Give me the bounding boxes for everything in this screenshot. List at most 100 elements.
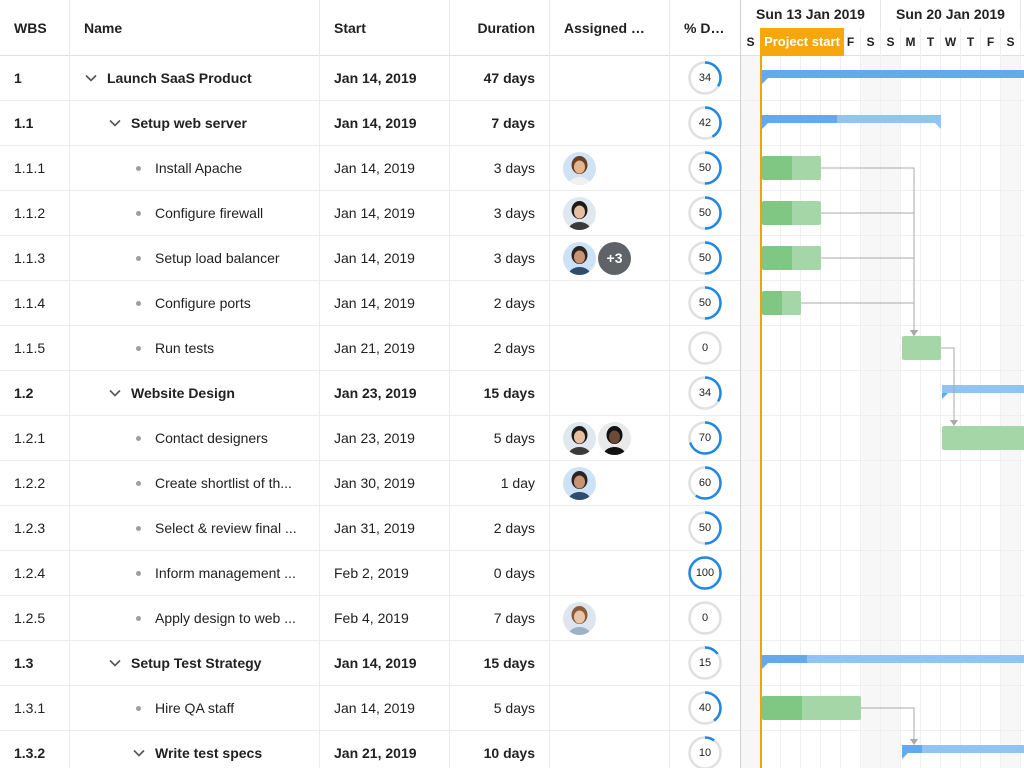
name-cell[interactable]: Hire QA staff xyxy=(70,686,320,730)
resources-cell[interactable] xyxy=(550,551,670,595)
table-row[interactable]: 1.2.2 Create shortlist of th... Jan 30, 20… xyxy=(0,461,740,506)
resources-cell[interactable] xyxy=(550,731,670,768)
table-row[interactable]: 1.2.4 Inform management ... Feb 2, 2019 0 d… xyxy=(0,551,740,596)
column-header-resources[interactable]: Assigned Re... xyxy=(550,0,670,56)
table-row[interactable]: 1.1 Setup web server Jan 14, 2019 7 days 42 xyxy=(0,101,740,146)
resources-cell[interactable] xyxy=(550,596,670,640)
summary-bar[interactable] xyxy=(942,385,1024,399)
chevron-down-icon[interactable] xyxy=(108,116,122,130)
table-row[interactable]: 1.2 Website Design Jan 23, 2019 15 days 34 xyxy=(0,371,740,416)
table-row[interactable]: 1.2.1 Contact designers Jan 23, 2019 5 days… xyxy=(0,416,740,461)
name-cell[interactable]: Select & review final ... xyxy=(70,506,320,550)
name-cell[interactable]: Launch SaaS Product xyxy=(70,56,320,100)
column-header-wbs[interactable]: WBS xyxy=(0,0,70,56)
name-cell[interactable]: Write test specs xyxy=(70,731,320,768)
avatar[interactable] xyxy=(563,422,596,455)
table-row[interactable]: 1.1.1 Install Apache Jan 14, 2019 3 days 50 xyxy=(0,146,740,191)
name-cell[interactable]: Contact designers xyxy=(70,416,320,460)
week-header: Sun 13 Jan 2019 xyxy=(741,0,881,28)
bullet-icon xyxy=(136,571,141,576)
name-cell[interactable]: Configure ports xyxy=(70,281,320,325)
resources-cell[interactable]: +3 xyxy=(550,236,670,280)
task-bar[interactable] xyxy=(902,336,941,360)
task-name: Hire QA staff xyxy=(155,700,235,716)
resources-cell[interactable] xyxy=(550,281,670,325)
resources-cell[interactable] xyxy=(550,416,670,460)
table-row[interactable]: 1.1.3 Setup load balancer Jan 14, 2019 3 da… xyxy=(0,236,740,281)
table-row[interactable]: 1.3.1 Hire QA staff Jan 14, 2019 5 days 40 xyxy=(0,686,740,731)
name-cell[interactable]: Setup load balancer xyxy=(70,236,320,280)
table-row[interactable]: 1.3.2 Write test specs Jan 21, 2019 10 days… xyxy=(0,731,740,768)
name-cell[interactable]: Create shortlist of th... xyxy=(70,461,320,505)
chevron-down-icon[interactable] xyxy=(108,386,122,400)
task-bar[interactable] xyxy=(942,426,1024,450)
dependency-line[interactable] xyxy=(821,212,915,331)
resources-cell[interactable] xyxy=(550,641,670,685)
avatar[interactable] xyxy=(563,467,596,500)
grid-splitter[interactable] xyxy=(740,0,741,768)
table-row[interactable]: 1.1.5 Run tests Jan 21, 2019 2 days 0 xyxy=(0,326,740,371)
more-resources-badge[interactable]: +3 xyxy=(598,242,631,275)
task-name: Setup Test Strategy xyxy=(131,655,262,671)
resources-cell[interactable] xyxy=(550,56,670,100)
dependency-line[interactable] xyxy=(821,167,915,331)
project-start-line xyxy=(760,28,762,768)
summary-bar[interactable] xyxy=(762,655,1024,669)
name-cell[interactable]: Run tests xyxy=(70,326,320,370)
chevron-down-icon[interactable] xyxy=(84,71,98,85)
table-row[interactable]: 1.1.2 Configure firewall Jan 14, 2019 3 day… xyxy=(0,191,740,236)
task-name: Website Design xyxy=(131,385,235,401)
progress-ring: 70 xyxy=(688,421,722,455)
resources-cell[interactable] xyxy=(550,371,670,415)
table-row[interactable]: 1.3 Setup Test Strategy Jan 14, 2019 15 day… xyxy=(0,641,740,686)
progress-ring-label: 15 xyxy=(698,657,712,669)
name-cell[interactable]: Setup web server xyxy=(70,101,320,145)
column-header-percent-done[interactable]: % Do... xyxy=(684,20,731,36)
resources-cell[interactable] xyxy=(550,191,670,235)
avatar[interactable] xyxy=(563,242,596,275)
resources-cell[interactable] xyxy=(550,686,670,730)
name-cell[interactable]: Inform management ... xyxy=(70,551,320,595)
name-cell[interactable]: Install Apache xyxy=(70,146,320,190)
resources-cell[interactable] xyxy=(550,101,670,145)
task-bar[interactable] xyxy=(762,201,821,225)
task-bar[interactable] xyxy=(762,246,821,270)
name-cell[interactable]: Setup Test Strategy xyxy=(70,641,320,685)
dependency-line[interactable] xyxy=(941,347,955,421)
table-row[interactable]: 1.2.3 Select & review final ... Jan 31, 20… xyxy=(0,506,740,551)
resources-cell[interactable] xyxy=(550,326,670,370)
avatar[interactable] xyxy=(563,602,596,635)
table-row[interactable]: 1.2.5 Apply design to web ... Feb 4, 2019 7… xyxy=(0,596,740,641)
duration-cell: 3 days xyxy=(450,146,550,190)
dependency-line[interactable] xyxy=(821,257,915,331)
column-header-start[interactable]: Start xyxy=(320,0,450,56)
summary-bar-cap xyxy=(762,663,768,669)
task-bar[interactable] xyxy=(762,291,801,315)
progress-ring: 0 xyxy=(688,331,722,365)
chevron-down-icon[interactable] xyxy=(132,746,146,760)
dependency-line[interactable] xyxy=(801,302,915,331)
resources-cell[interactable] xyxy=(550,146,670,190)
chevron-down-icon[interactable] xyxy=(108,656,122,670)
summary-bar[interactable] xyxy=(762,70,1024,84)
summary-bar[interactable] xyxy=(902,745,1024,759)
summary-bar[interactable] xyxy=(762,115,941,129)
dependency-line[interactable] xyxy=(861,707,915,740)
task-bar-progress xyxy=(762,696,802,720)
table-row[interactable]: 1.1.4 Configure ports Jan 14, 2019 2 days 50 xyxy=(0,281,740,326)
column-header-duration[interactable]: Duration xyxy=(450,0,550,56)
name-cell[interactable]: Apply design to web ... xyxy=(70,596,320,640)
resources-cell[interactable] xyxy=(550,461,670,505)
avatar[interactable] xyxy=(563,197,596,230)
resources-cell[interactable] xyxy=(550,506,670,550)
timeline-row-line xyxy=(741,460,1024,461)
name-cell[interactable]: Configure firewall xyxy=(70,191,320,235)
task-bar[interactable] xyxy=(762,696,861,720)
task-bar[interactable] xyxy=(762,156,821,180)
avatar[interactable] xyxy=(598,422,631,455)
name-cell[interactable]: Website Design xyxy=(70,371,320,415)
column-header-name[interactable]: Name xyxy=(70,0,320,56)
avatar[interactable] xyxy=(563,152,596,185)
table-row[interactable]: 1 Launch SaaS Product Jan 14, 2019 47 days 3… xyxy=(0,56,740,101)
